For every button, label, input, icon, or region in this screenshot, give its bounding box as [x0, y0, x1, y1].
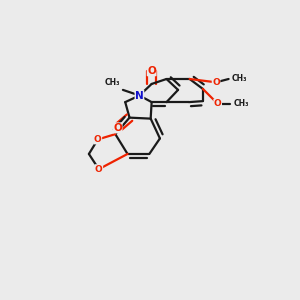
- Text: O: O: [212, 78, 220, 87]
- Text: O: O: [147, 66, 156, 76]
- Text: CH₃: CH₃: [233, 99, 249, 108]
- Text: N: N: [135, 91, 144, 100]
- Text: CH₃: CH₃: [104, 78, 120, 87]
- Text: CH₃: CH₃: [232, 74, 247, 83]
- Text: O: O: [94, 135, 102, 144]
- Text: O: O: [214, 99, 222, 108]
- Text: O: O: [95, 165, 103, 174]
- Text: O: O: [113, 123, 122, 133]
